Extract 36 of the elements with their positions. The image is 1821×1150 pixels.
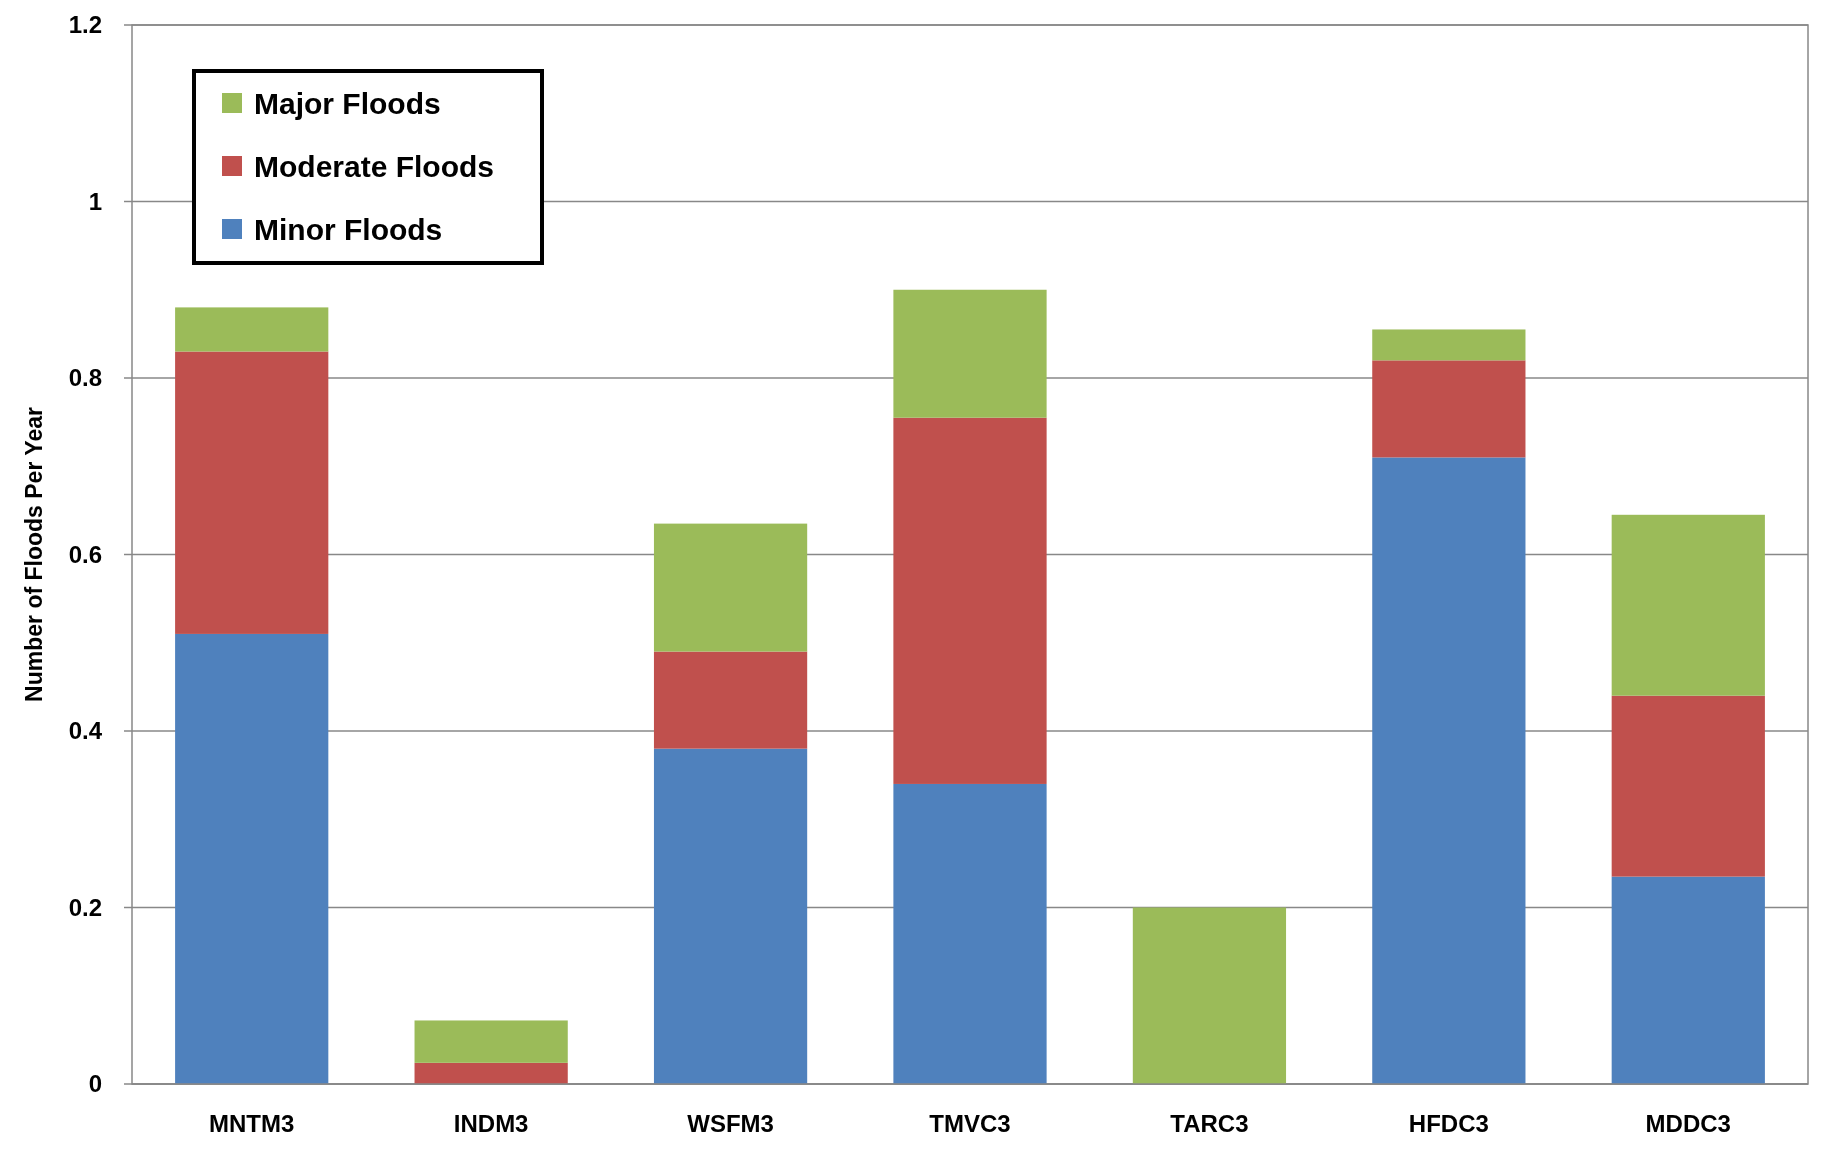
- x-tick-label: MDDC3: [1645, 1110, 1731, 1137]
- bar: [1372, 457, 1526, 1084]
- bar: [653, 651, 808, 749]
- legend-label: Major Floods: [254, 86, 441, 120]
- bar: [175, 307, 329, 352]
- bar: [1611, 876, 1765, 1084]
- y-axis-title: Number of Floods Per Year: [21, 407, 47, 702]
- x-tick-label: INDM3: [453, 1110, 529, 1137]
- bar: [414, 1020, 568, 1063]
- x-tick-label: HFDC3: [1408, 1110, 1489, 1137]
- x-tick-label: TARC3: [1170, 1110, 1249, 1137]
- y-tick-label: 0: [88, 1070, 102, 1098]
- bar: [175, 351, 329, 634]
- bar: [1611, 514, 1765, 696]
- bar: [414, 1062, 568, 1084]
- x-tick-label: TMVC3: [929, 1110, 1011, 1137]
- x-tick-label: MNTM3: [209, 1110, 295, 1137]
- y-tick-label: 1.2: [68, 11, 102, 39]
- bar: [893, 783, 1047, 1084]
- bar: [1372, 329, 1526, 361]
- y-tick-label: 0.4: [68, 717, 103, 745]
- y-tick-label: 1: [88, 187, 102, 215]
- y-tick-label: 0.6: [68, 540, 102, 568]
- y-tick-label: 0.2: [68, 893, 102, 921]
- legend-label: Moderate Floods: [254, 149, 495, 183]
- x-tick-label: WSFM3: [687, 1110, 774, 1137]
- bar: [653, 748, 808, 1084]
- bar: [1132, 907, 1287, 1084]
- bar: [893, 417, 1047, 784]
- y-tick-label: 0.8: [68, 364, 102, 392]
- legend-label: Minor Floods: [254, 212, 443, 246]
- bar: [1372, 360, 1526, 458]
- bar: [653, 523, 808, 652]
- bar: [893, 289, 1047, 418]
- bar: [175, 633, 329, 1084]
- bar: [1611, 695, 1765, 877]
